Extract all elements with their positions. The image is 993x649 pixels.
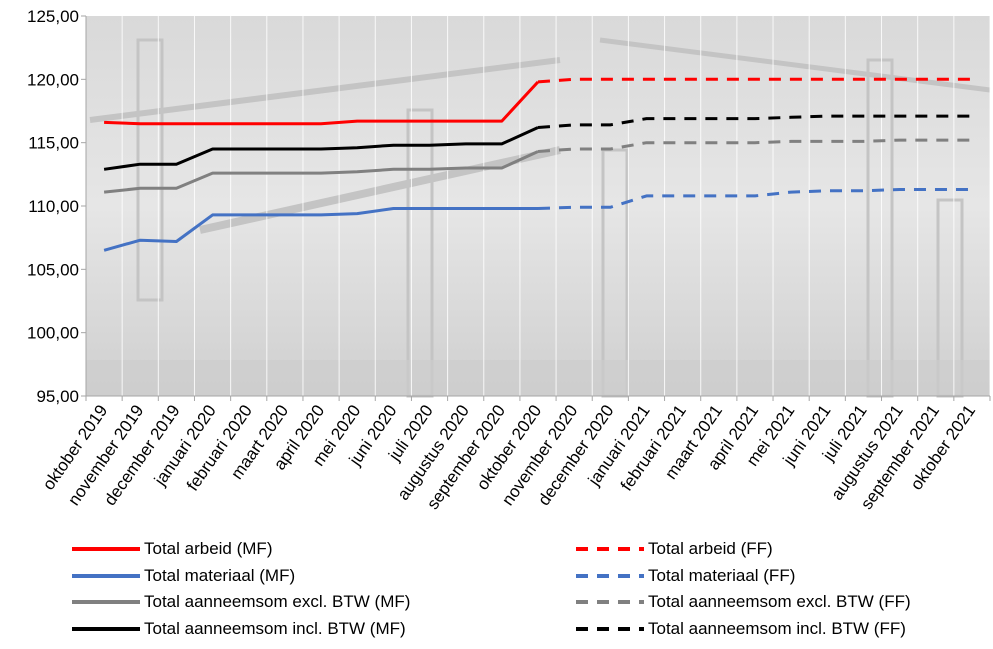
plot-background-photo: [86, 16, 991, 398]
legend-swatch: [576, 626, 644, 631]
legend-swatch: [72, 600, 140, 604]
legend-item: Total arbeid (MF): [72, 536, 272, 562]
axes: [81, 15, 991, 401]
legend-label: Total arbeid (MF): [144, 539, 273, 558]
legend-item: Total aanneemsom incl. BTW (FF): [576, 616, 906, 642]
legend: Total arbeid (MF) Total materiaal (MF) Tot…: [0, 534, 993, 649]
legend-swatch: [576, 600, 644, 604]
legend-item: Total materiaal (MF): [72, 563, 295, 589]
y-tick-label: 125,00: [27, 7, 79, 26]
series-line: [103, 207, 538, 252]
legend-label: Total aanneemsom incl. BTW (MF): [144, 618, 406, 638]
y-tick-label: 100,00: [27, 324, 79, 343]
y-tick-label: 95,00: [36, 387, 79, 406]
series-line: [537, 77, 972, 84]
y-tick-label: 105,00: [27, 260, 79, 279]
series-lines: [103, 77, 972, 252]
y-tick-labels: 95,00 100,00 105,00 110,00 115,00 120,00 125,0…: [27, 7, 79, 406]
legend-swatch: [72, 626, 140, 631]
y-tick-label: 110,00: [28, 197, 79, 216]
legend-item: Total aanneemsom excl. BTW (FF): [576, 589, 911, 615]
y-tick-label: 115,00: [28, 134, 79, 153]
series-line: [103, 150, 539, 194]
legend-label: Total materiaal (MF): [144, 565, 296, 585]
legend-label: Total materiaal (FF): [648, 565, 796, 585]
series-line: [104, 80, 540, 126]
series-line: [537, 138, 972, 153]
legend-swatch: [72, 547, 140, 551]
crane-tower: [136, 38, 164, 302]
legend-label: Total aanneemsom incl. BTW (FF): [648, 618, 906, 638]
legend-item: Total materiaal (FF): [576, 563, 795, 589]
series-line: [537, 114, 972, 129]
series-line: [103, 126, 539, 171]
legend-swatch: [576, 573, 644, 578]
series-line: [537, 188, 972, 210]
crane-jib: [199, 146, 561, 234]
legend-item: Total aanneemsom incl. BTW (MF): [72, 616, 406, 642]
legend-label: Total aanneemsom excl. BTW (FF): [648, 592, 911, 611]
crane-jib: [89, 57, 561, 123]
legend-label: Total arbeid (FF): [648, 539, 773, 558]
legend-item: Total arbeid (FF): [576, 536, 773, 562]
legend-item: Total aanneemsom excl. BTW (MF): [72, 589, 410, 615]
legend-swatch: [72, 573, 140, 578]
y-tick-label: 120,00: [27, 70, 79, 89]
legend-swatch: [576, 547, 644, 551]
ground-area: [86, 360, 990, 396]
legend-label: Total aanneemsom excl. BTW (MF): [144, 592, 411, 611]
